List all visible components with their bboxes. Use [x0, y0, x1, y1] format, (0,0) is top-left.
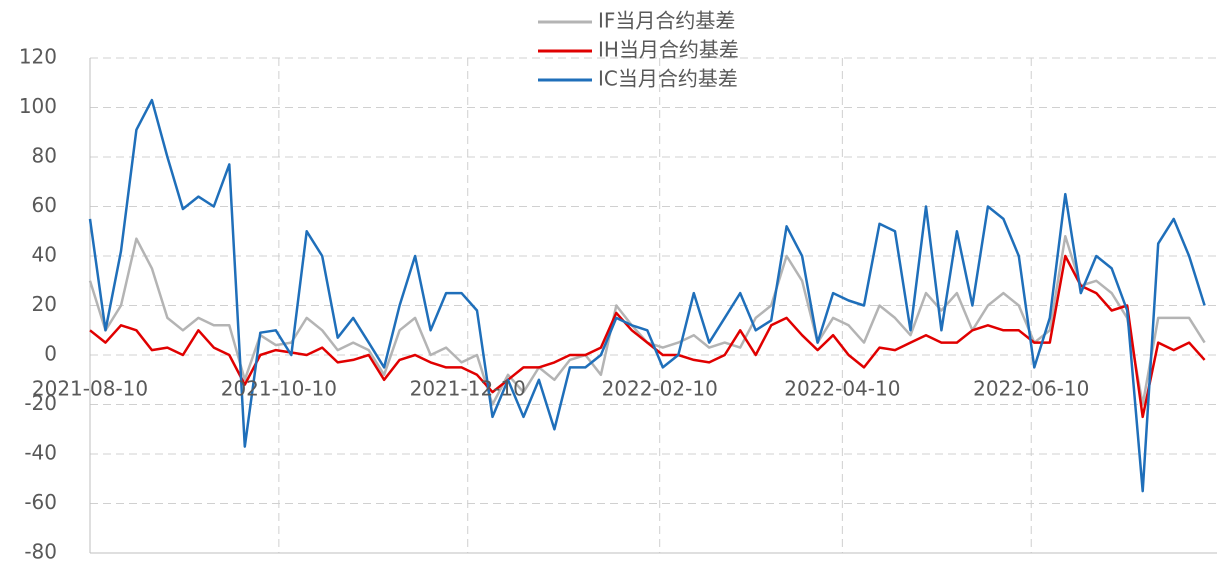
series-line	[88, 98, 1206, 493]
legend-label: IF当月合约基差	[598, 9, 735, 33]
x-tick-label: 2021-08-10	[32, 377, 148, 401]
y-tick-label: 40	[32, 243, 57, 267]
y-tick-label: -80	[24, 540, 57, 564]
legend-label: IC当月合约基差	[598, 67, 738, 91]
y-tick-label: 0	[44, 342, 57, 366]
x-tick-label: 2022-02-10	[602, 377, 718, 401]
y-tick-label: -40	[24, 441, 57, 465]
y-tick-label: 60	[32, 193, 57, 217]
y-tick-label: 120	[19, 45, 57, 69]
y-tick-label: 100	[19, 94, 57, 118]
y-tick-label: 80	[32, 144, 57, 168]
x-tick-label: 2021-10-10	[221, 377, 337, 401]
y-tick-label: 20	[32, 292, 57, 316]
x-tick-label: 2022-04-10	[784, 377, 900, 401]
y-tick-label: -20	[24, 391, 57, 415]
x-tick-label: 2021-12-10	[410, 377, 526, 401]
x-tick-label: 2022-06-10	[973, 377, 1089, 401]
legend-label: IH当月合约基差	[598, 38, 739, 62]
series-line	[89, 254, 1206, 419]
y-tick-label: -60	[24, 490, 57, 514]
